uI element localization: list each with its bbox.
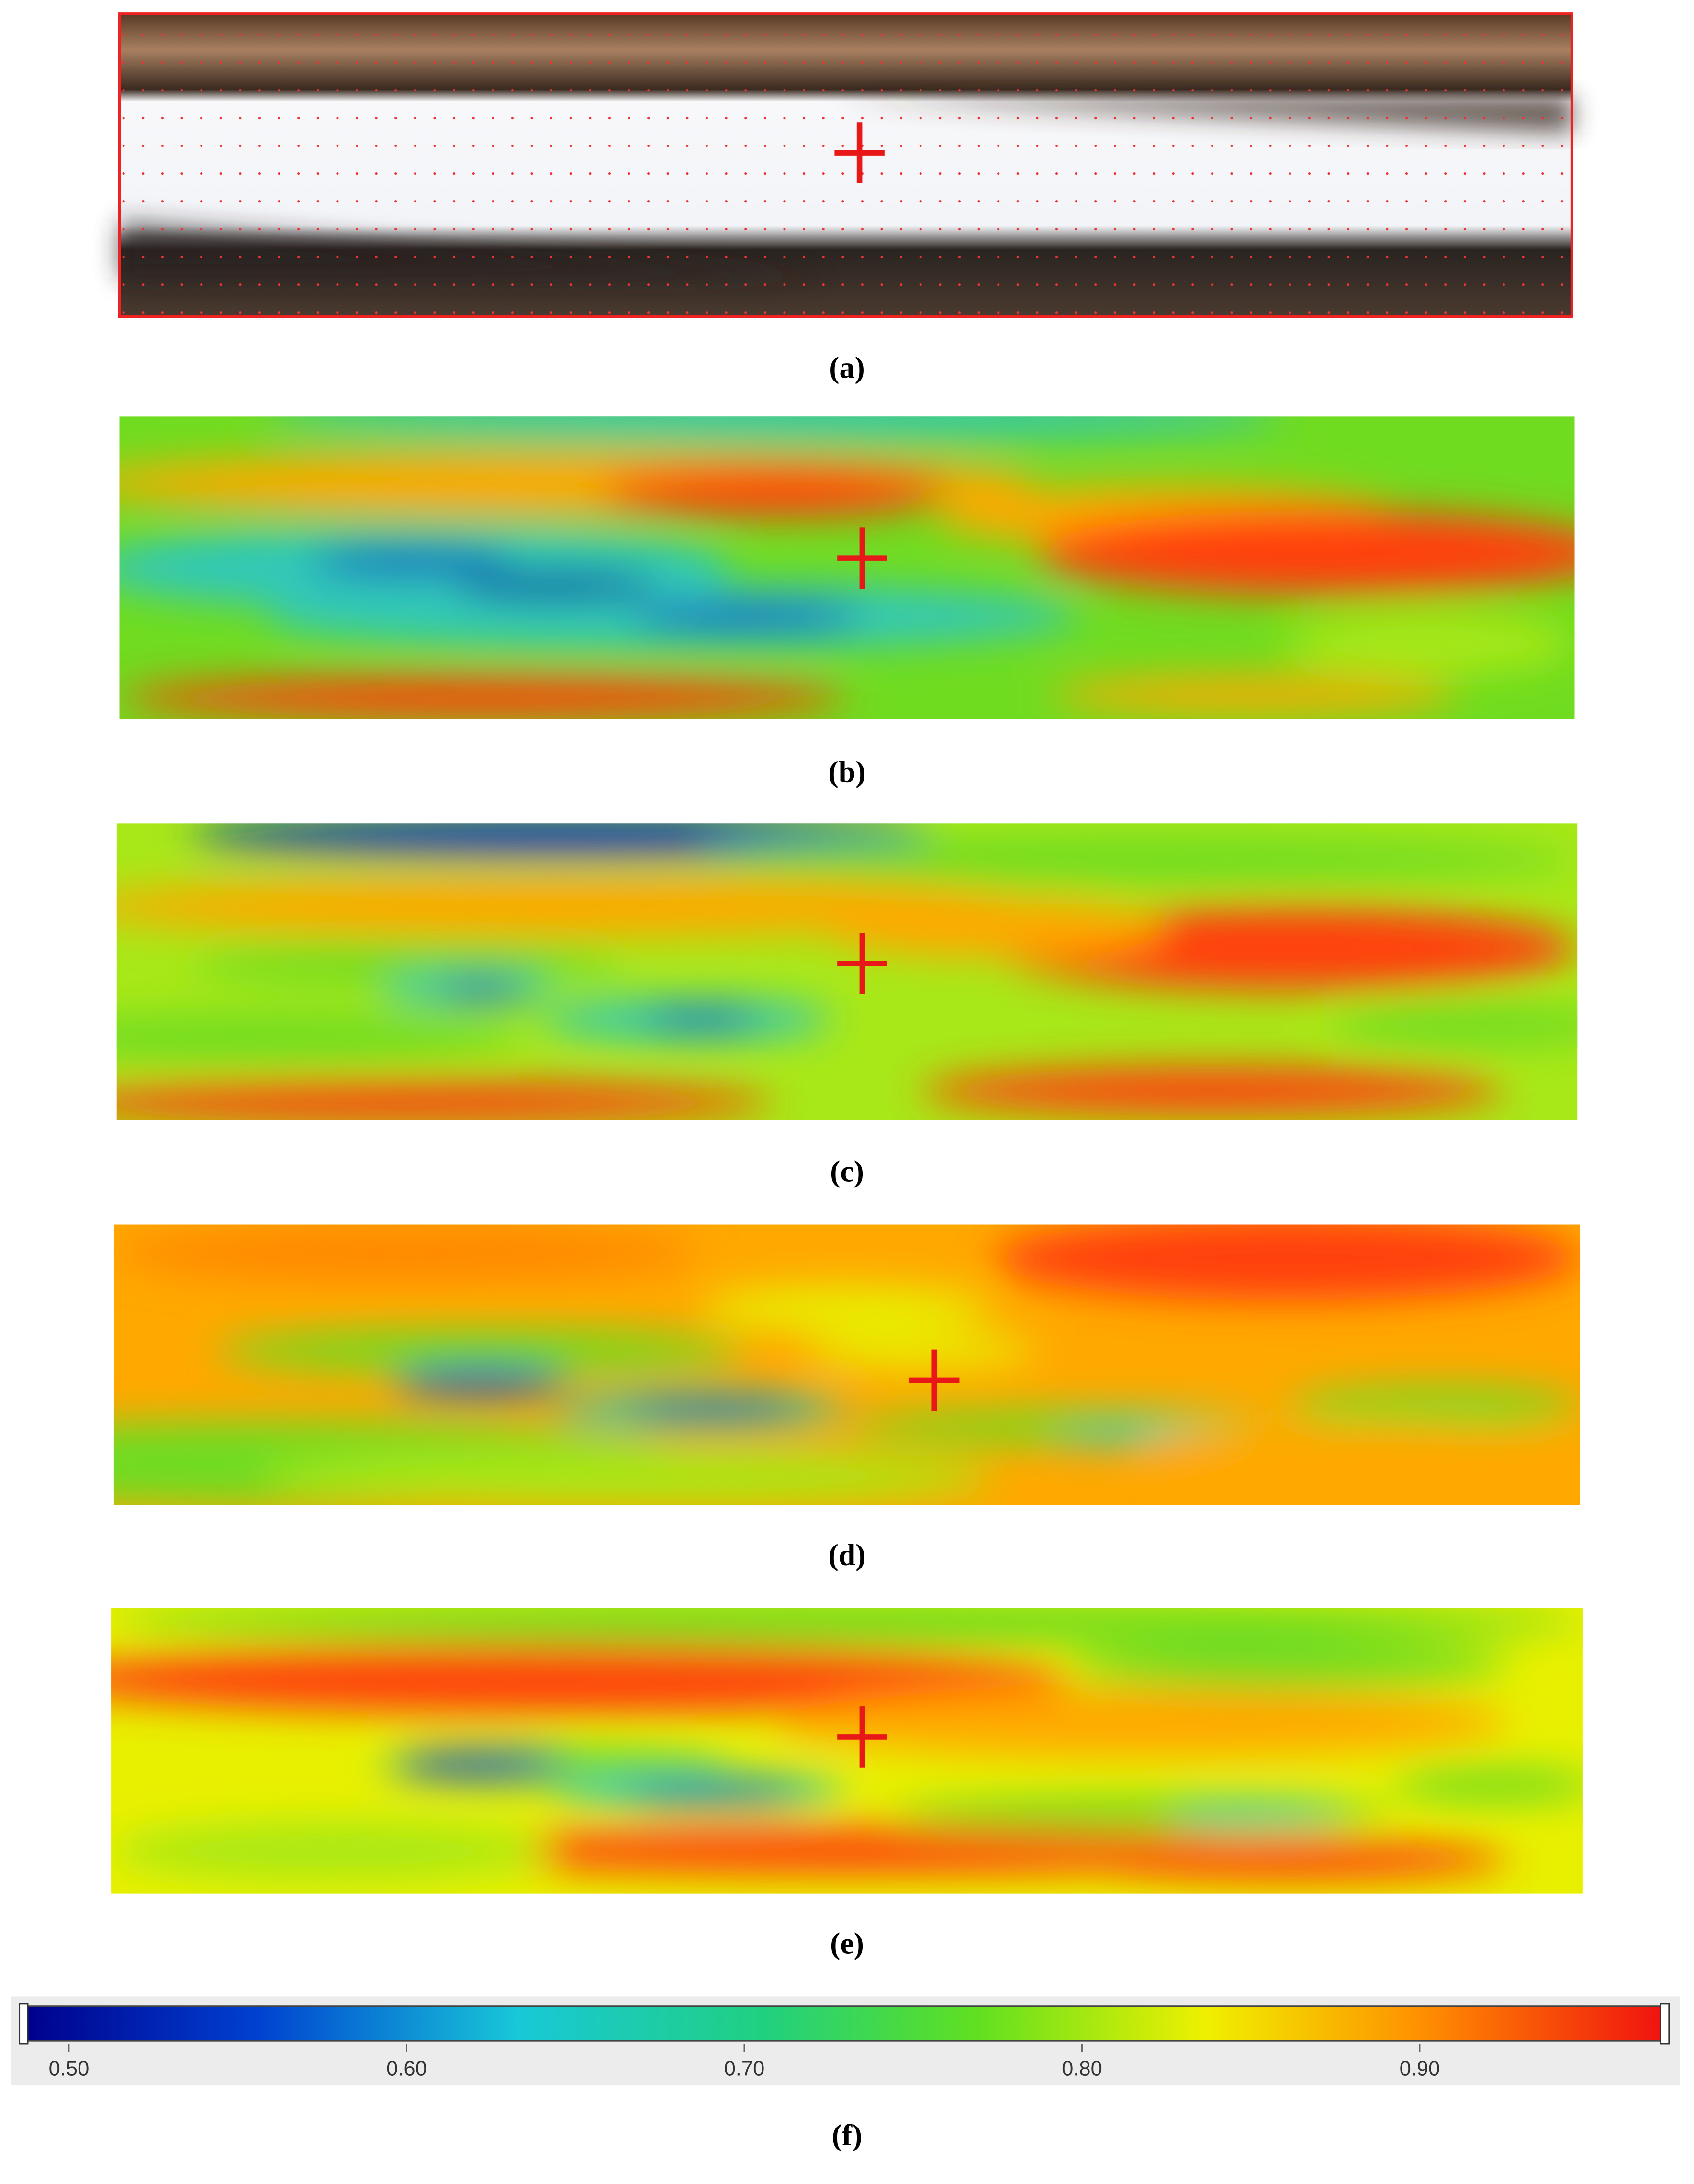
heatmap-blob	[265, 416, 1284, 441]
heatmap-blob	[1067, 1642, 1510, 1688]
heatmap-blob	[260, 1449, 994, 1505]
heatmap-blob	[190, 823, 920, 856]
marker-cross	[837, 527, 887, 589]
panel-label: (c)	[830, 1154, 864, 1188]
heatmap-blob	[116, 876, 1037, 937]
colorbar-handle	[19, 2003, 29, 2045]
marker-cross	[834, 122, 885, 183]
heatmap-blob	[119, 677, 847, 719]
heatmap-blobs	[116, 823, 1578, 1120]
heatmap-blob	[111, 1822, 553, 1880]
heatmap-blob	[994, 1224, 1580, 1300]
heatmap-blob	[111, 1608, 1583, 1645]
heatmap-blob	[216, 1328, 745, 1374]
heatmap-blob	[454, 574, 658, 598]
heatmap-blob	[1036, 510, 1575, 595]
panel-label: (a)	[829, 350, 864, 384]
tick-label: 0.50	[49, 2058, 90, 2081]
heatmap	[119, 416, 1575, 719]
heatmap-blob	[920, 1067, 1504, 1115]
heatmap-blobs	[119, 416, 1575, 719]
tick-label: 0.90	[1400, 2058, 1440, 2081]
heatmap-blob	[1140, 1421, 1581, 1477]
panel-label: (e)	[830, 1926, 864, 1960]
tick-label: 0.70	[724, 2058, 765, 2081]
colorbar-handle	[1660, 2003, 1670, 2045]
heatmap-blob	[1051, 677, 1458, 713]
panel-border	[118, 12, 1573, 318]
heatmap-blob	[438, 981, 526, 999]
heatmap-blob	[1283, 613, 1575, 674]
colorbar	[24, 2005, 1667, 2042]
heatmap-blob	[116, 1082, 774, 1120]
heatmap-blob	[392, 1367, 569, 1396]
heatmap-blob	[1287, 1387, 1581, 1427]
marker-cross	[909, 1349, 960, 1411]
heatmap-blob	[627, 1401, 803, 1418]
heatmap-blob	[190, 942, 628, 984]
heatmap-blob	[599, 468, 949, 516]
panel-label: (f)	[832, 2118, 863, 2152]
panel-label: (b)	[829, 754, 866, 788]
heatmap-blob	[391, 1750, 568, 1780]
heatmap-blob	[700, 1286, 994, 1332]
panel-label: (d)	[829, 1537, 866, 1571]
marker-cross	[837, 1706, 887, 1768]
heatmap	[116, 823, 1578, 1120]
heatmap-blobs	[113, 1224, 1581, 1505]
heatmap-blob	[626, 1785, 803, 1803]
heatmap	[111, 1608, 1583, 1894]
heatmap-blob	[701, 835, 1578, 883]
heatmap-blob	[405, 1828, 1289, 1874]
heatmap-blob	[773, 1688, 1510, 1757]
heatmap-blob	[1067, 1839, 1510, 1880]
heatmap-blob	[628, 604, 862, 628]
tick-label: 0.60	[386, 2058, 427, 2081]
heatmap-blob	[642, 1010, 760, 1029]
heatmap-blobs	[111, 1608, 1583, 1880]
heatmap-blob	[111, 1645, 1068, 1714]
tick-label: 0.80	[1062, 2058, 1102, 2081]
grid-dots	[119, 14, 1572, 317]
heatmap-blob	[1329, 1004, 1578, 1046]
heatmap-blob	[1170, 1802, 1347, 1826]
heatmap-blob	[308, 549, 513, 574]
marker-cross	[837, 933, 887, 994]
heatmap-blob	[113, 1224, 701, 1281]
heatmap-blob	[1391, 1768, 1583, 1803]
heatmap-blob	[818, 897, 1168, 957]
heatmap-blob	[116, 1013, 526, 1061]
heatmap-blob	[803, 1334, 1038, 1368]
panel-a	[118, 12, 1573, 318]
heatmap	[113, 1224, 1581, 1505]
